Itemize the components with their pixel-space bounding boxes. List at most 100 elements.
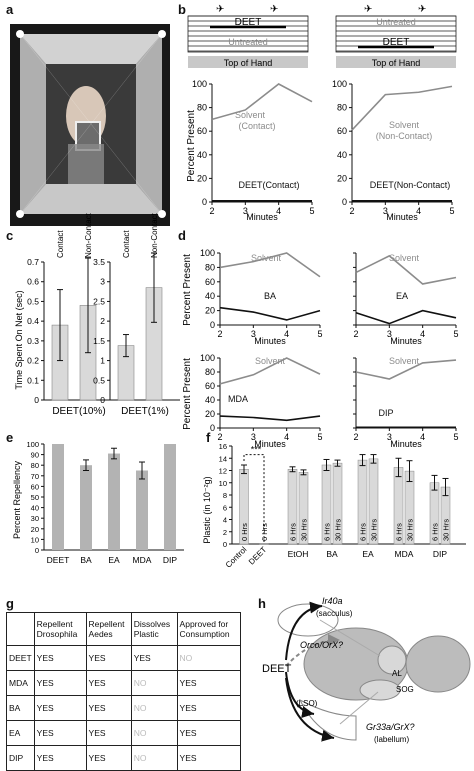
- projection: [339, 691, 379, 725]
- table-cell: YES: [85, 695, 132, 721]
- y-tick-label: 10: [31, 535, 39, 544]
- arrow-ir40a: [285, 601, 323, 661]
- label-orco: Orco/OrX?: [300, 640, 343, 650]
- chart-annotation: BA: [264, 291, 276, 301]
- projection: [319, 619, 381, 657]
- row-header: EA: [6, 720, 35, 746]
- panel-label-d: d: [178, 228, 186, 243]
- y-tick-label: 40: [205, 291, 215, 301]
- y-tick-label: 50: [31, 493, 39, 502]
- solvent-series-line: [211, 83, 313, 121]
- chart-annotation: Solvent: [251, 253, 282, 263]
- panel-label-f: f: [206, 430, 211, 445]
- table-header: Approved for Consumption: [176, 612, 242, 646]
- x-axis-label: Minutes: [254, 336, 286, 346]
- table-row: DIP YES YES NO YES: [6, 745, 242, 771]
- y-tick-label: 40: [197, 150, 207, 160]
- chart-annotation: DIP: [378, 408, 393, 418]
- group-label: EtOH: [288, 549, 309, 559]
- significance-bracket: [243, 454, 265, 542]
- x-tick-label: 5: [317, 432, 322, 442]
- schematic-frame: [335, 15, 457, 53]
- mosquito-icon: ✈: [418, 4, 426, 15]
- y-tick-label: 100: [200, 248, 215, 258]
- mosquito-icon: ✈: [270, 4, 278, 15]
- x-tick-label: 2: [353, 329, 358, 339]
- x-tick-label: 5: [309, 206, 314, 216]
- label-lso: (LSO): [296, 699, 318, 708]
- bar-label: 30 Hrs: [442, 519, 451, 541]
- table-row: EA YES YES NO YES: [6, 720, 242, 746]
- category-label: BA: [80, 555, 92, 565]
- brain-lobe-right: [405, 635, 471, 693]
- table-header-row: Repellent Drosophila Repellent Aedes Dis…: [6, 612, 242, 646]
- table-cell: NO: [130, 720, 178, 746]
- mosquito-icon: ✈: [216, 4, 224, 15]
- y-tick-label: 0.2: [27, 356, 39, 366]
- y-tick-label: 0.1: [27, 375, 39, 385]
- y-tick-label: 0.6: [27, 277, 39, 287]
- treatment-series-line: [219, 306, 321, 321]
- panel-label-e: e: [6, 430, 14, 445]
- x-axis-label: DEET(1%): [121, 406, 169, 417]
- antennal-lobe: [377, 645, 407, 675]
- y-tick-label: 0: [35, 546, 39, 555]
- row-header: BA: [6, 695, 35, 721]
- y-tick-label: 20: [31, 525, 39, 534]
- chart-annotation: EA: [396, 291, 408, 301]
- table-header: Repellent Aedes: [85, 612, 132, 646]
- bar: [259, 543, 269, 545]
- group-label: MDA: [395, 549, 414, 559]
- hand-base-label: Top of Hand: [372, 58, 421, 68]
- y-tick-label: 0.3: [27, 336, 39, 346]
- x-tick-label: 4: [416, 206, 421, 216]
- chart-annotation: Solvent: [235, 110, 266, 120]
- table-cell: YES: [85, 720, 132, 746]
- table-row: BA YES YES NO YES: [6, 695, 242, 721]
- compound-table: Repellent Drosophila Repellent Aedes Dis…: [6, 612, 242, 771]
- y-tick-label: 20: [197, 173, 207, 183]
- sog-region: [359, 679, 401, 701]
- y-tick-label: 0: [202, 197, 207, 207]
- x-tick-label: 3: [387, 329, 392, 339]
- y-tick-label: 4: [223, 516, 227, 525]
- bar-label: 6 Hrs: [395, 523, 404, 541]
- bar-label: 30 Hrs: [406, 519, 415, 541]
- label-sog: SOG: [396, 685, 414, 694]
- panel-label-b: b: [178, 2, 186, 17]
- table-cell: NO: [130, 695, 178, 721]
- y-tick-label: 40: [337, 150, 347, 160]
- table-header: Dissolves Plastic: [130, 612, 178, 646]
- row-header: DEET: [6, 645, 35, 671]
- y-tick-label: 0: [34, 395, 39, 405]
- bar-label: 6 Hrs: [260, 523, 269, 541]
- x-axis-label: Minutes: [386, 212, 418, 222]
- antenna-outline: [277, 603, 339, 637]
- y-tick-label: 80: [205, 262, 215, 272]
- chart-annotation: DEET(Non-Contact): [370, 180, 451, 190]
- bar-label: 6 Hrs: [431, 523, 440, 541]
- schematic-top-label: DEET: [235, 17, 262, 28]
- y-tick-label: 0: [100, 395, 105, 405]
- x-tick-label: 3: [243, 206, 248, 216]
- solvent-series-line: [219, 357, 321, 385]
- x-tick-label: 5: [317, 329, 322, 339]
- significance-label: ***: [251, 445, 262, 455]
- panel-label-a: a: [6, 2, 14, 17]
- x-axis-label: DEET(10%): [52, 406, 105, 417]
- group-label: DEET: [247, 545, 269, 567]
- group-label: EA: [362, 549, 374, 559]
- solvent-series-line: [355, 254, 457, 285]
- c-yaxis-label: Time Spent On Net (sec): [14, 290, 24, 389]
- table-cell: YES: [130, 645, 178, 671]
- y-tick-label: 70: [31, 472, 39, 481]
- bar-label: 30 Hrs: [300, 519, 309, 541]
- table-cell: YES: [33, 670, 87, 696]
- row-header: DIP: [6, 745, 35, 771]
- y-tick-label: 3: [100, 277, 105, 287]
- table-header: [6, 612, 35, 646]
- chart-annotation: (Contact): [238, 121, 275, 131]
- y-tick-label: 8: [223, 491, 227, 500]
- panel-label-h: h: [258, 596, 266, 611]
